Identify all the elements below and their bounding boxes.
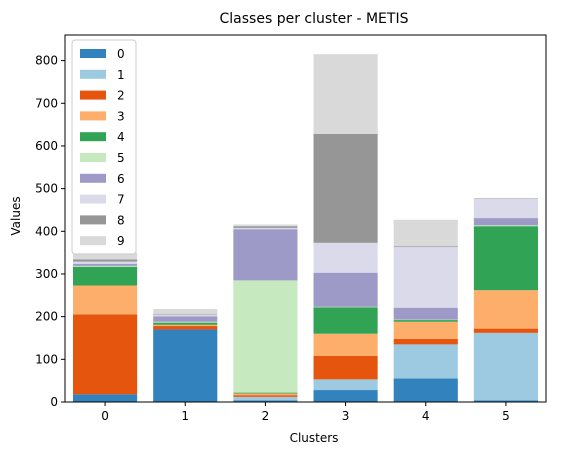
x-tick-label: 4 [422,409,430,423]
y-tick-label: 800 [35,54,58,68]
x-tick-label: 1 [181,409,189,423]
bar-segment-cluster-4-class-2 [394,339,458,345]
y-tick-label: 0 [50,395,58,409]
legend-swatch-3 [80,111,106,120]
y-tick-label: 200 [35,310,58,324]
bar-segment-cluster-1-class-2 [153,326,217,329]
legend-swatch-0 [80,49,106,58]
bar-segment-cluster-2-class-6 [233,229,297,280]
bar-segment-cluster-2-class-3 [233,393,297,395]
bar-segment-cluster-2-class-7 [233,228,297,229]
y-tick-label: 500 [35,182,58,196]
legend-swatch-5 [80,153,106,162]
chart-title: Classes per cluster - METIS [220,11,409,27]
legend-swatch-2 [80,91,106,100]
bar-segment-cluster-0-class-2 [73,315,137,395]
bar-segment-cluster-0-class-0 [73,394,137,402]
bars-layer [73,54,538,402]
x-tick-label: 0 [101,409,109,423]
legend-swatch-6 [80,174,106,183]
bar-segment-cluster-4-class-0 [394,379,458,402]
bar-segment-cluster-4-class-6 [394,308,458,320]
bar-segment-cluster-5-class-5 [474,225,538,226]
bar-segment-cluster-4-class-9 [394,220,458,246]
bar-segment-cluster-2-class-2 [233,395,297,397]
bar-segment-cluster-0-class-7 [73,262,137,264]
legend-label-0: 0 [117,47,125,61]
bar-segment-cluster-3-class-7 [314,243,378,273]
x-tick-label: 5 [502,409,510,423]
bar-segment-cluster-1-class-4 [153,323,217,325]
y-tick-label: 100 [35,352,58,366]
bar-segment-cluster-5-class-1 [474,333,538,400]
bar-segment-cluster-0-class-4 [73,267,137,286]
bar-segment-cluster-3-class-0 [314,390,378,402]
y-axis-label: Values [9,196,23,235]
bar-segment-cluster-3-class-3 [314,334,378,356]
legend-swatch-4 [80,132,106,141]
bar-segment-cluster-5-class-4 [474,226,538,290]
legend-label-4: 4 [117,130,125,144]
bar-segment-cluster-1-class-5 [153,322,217,323]
bar-segment-cluster-5-class-6 [474,218,538,225]
y-tick-label: 600 [35,139,58,153]
bar-segment-cluster-1-class-6 [153,316,217,322]
legend-label-9: 9 [117,234,125,248]
bar-segment-cluster-0-class-5 [73,266,137,267]
legend-label-5: 5 [117,151,125,165]
legend-label-1: 1 [117,68,125,82]
bar-segment-cluster-3-class-6 [314,273,378,307]
bar-segment-cluster-3-class-9 [314,54,378,134]
bar-segment-cluster-1-class-7 [153,315,217,316]
legend-swatch-1 [80,70,106,79]
x-axis-label: Clusters [290,431,339,445]
legend: 0 1 2 3 4 5 6 7 8 9 [72,40,136,254]
y-tick-label: 300 [35,267,58,281]
legend-label-8: 8 [117,213,125,227]
bar-segment-cluster-2-class-8 [233,226,297,228]
bar-segment-cluster-4-class-8 [394,246,458,247]
legend-label-2: 2 [117,89,125,103]
bar-segment-cluster-3-class-8 [314,134,378,243]
bar-segment-cluster-0-class-3 [73,285,137,314]
bar-segment-cluster-1-class-0 [153,329,217,402]
bar-segment-cluster-3-class-1 [314,379,378,390]
legend-label-6: 6 [117,172,125,186]
bar-segment-cluster-2-class-4 [233,393,297,394]
bar-segment-cluster-5-class-7 [474,199,538,218]
legend-label-3: 3 [117,109,125,123]
bar-segment-cluster-1-class-3 [153,325,217,326]
legend-swatch-8 [80,215,106,224]
bar-segment-cluster-2-class-9 [233,224,297,226]
bar-segment-cluster-2-class-5 [233,280,297,392]
legend-swatch-7 [80,195,106,204]
legend-swatch-9 [80,236,106,245]
y-tick-label: 700 [35,96,58,110]
bar-segment-cluster-4-class-4 [394,320,458,322]
bar-segment-cluster-0-class-8 [73,259,137,261]
x-tick-label: 2 [262,409,270,423]
x-tick-label: 3 [342,409,350,423]
bar-segment-cluster-2-class-1 [233,397,297,400]
bar-segment-cluster-1-class-9 [153,309,217,315]
bar-segment-cluster-5-class-3 [474,290,538,328]
bar-segment-cluster-5-class-2 [474,329,538,333]
bar-segment-cluster-0-class-6 [73,264,137,266]
bar-segment-cluster-4-class-1 [394,344,458,378]
bar-segment-cluster-4-class-7 [394,247,458,308]
y-tick-label: 400 [35,224,58,238]
legend-label-7: 7 [117,193,125,207]
bar-segment-cluster-3-class-2 [314,356,378,379]
bar-segment-cluster-3-class-4 [314,307,378,333]
bar-segment-cluster-4-class-3 [394,322,458,339]
